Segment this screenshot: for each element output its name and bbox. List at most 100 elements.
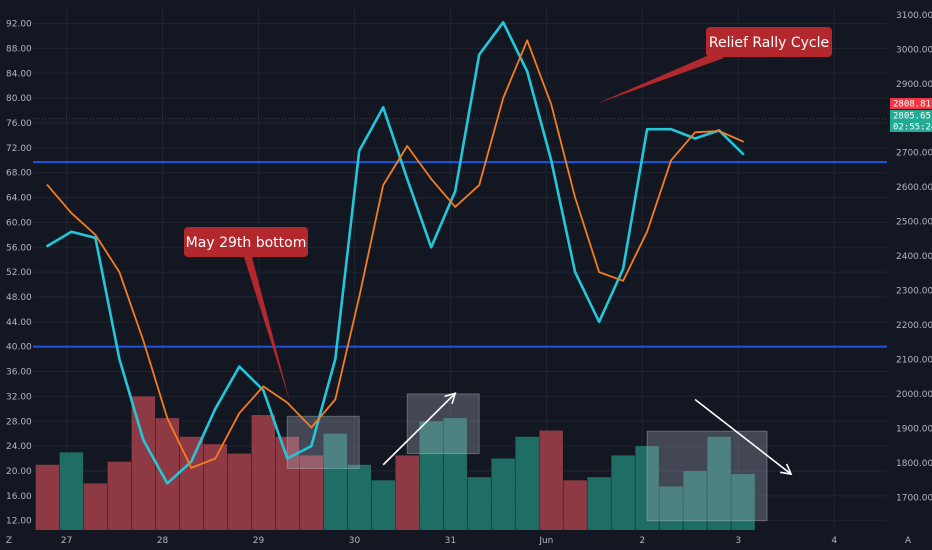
price-label-box bbox=[890, 110, 932, 121]
volume-bar bbox=[83, 483, 108, 530]
volume-bar bbox=[179, 436, 204, 530]
trend-arrow-shaft bbox=[382, 392, 456, 466]
right-tick-label: 2900.00 bbox=[896, 80, 932, 90]
volume-bar bbox=[155, 418, 180, 530]
right-tick-label: 2100.00 bbox=[896, 355, 932, 365]
volume-bar bbox=[563, 480, 587, 530]
corner-label-left: Z bbox=[6, 536, 12, 546]
left-tick-label: 88.00 bbox=[6, 44, 32, 54]
volume-bar bbox=[731, 474, 755, 530]
volume-bar bbox=[683, 470, 707, 530]
volume-bar bbox=[347, 464, 371, 530]
volume-bar bbox=[203, 444, 228, 530]
x-tick-label: 29 bbox=[253, 536, 265, 546]
left-tick-label: 64.00 bbox=[6, 194, 32, 204]
right-tick-label: 2400.00 bbox=[896, 252, 932, 262]
left-tick-label: 28.00 bbox=[6, 417, 32, 427]
callout-box bbox=[706, 27, 832, 57]
right-tick-label: 1700.00 bbox=[896, 493, 932, 503]
right-tick-label: 1900.00 bbox=[896, 424, 932, 434]
x-tick-label: 30 bbox=[349, 536, 361, 546]
left-tick-label: 60.00 bbox=[6, 218, 32, 228]
left-tick-label: 76.00 bbox=[6, 119, 32, 129]
left-tick-label: 56.00 bbox=[6, 243, 32, 253]
left-tick-label: 40.00 bbox=[6, 343, 32, 353]
volume-bar bbox=[635, 446, 659, 530]
left-tick-label: 32.00 bbox=[6, 392, 32, 402]
series-line bbox=[46, 21, 745, 485]
trend-arrow-shaft bbox=[694, 398, 792, 475]
price-label-text: 02:55:24 bbox=[893, 123, 932, 133]
callout-pointer bbox=[244, 257, 290, 402]
left-tick-label: 72.00 bbox=[6, 144, 32, 154]
callout-text: May 29th bottom bbox=[186, 235, 307, 251]
trend-arrows bbox=[382, 392, 793, 476]
volume-bar bbox=[107, 461, 132, 530]
volume-bar bbox=[659, 486, 683, 530]
highlight-box bbox=[286, 415, 360, 469]
volume-bar bbox=[491, 458, 515, 530]
x-tick-label: 2 bbox=[639, 536, 645, 546]
left-tick-label: 36.00 bbox=[6, 368, 32, 378]
volume-bar bbox=[371, 480, 395, 530]
highlight-boxes bbox=[286, 393, 768, 522]
volume-bar bbox=[515, 436, 539, 530]
price-label-box bbox=[890, 98, 932, 109]
trend-arrow-head bbox=[444, 392, 457, 405]
oscillator-lines bbox=[46, 21, 745, 485]
x-tick-label: 3 bbox=[735, 536, 741, 546]
volume-bar bbox=[275, 436, 300, 530]
x-tick-label: Jun bbox=[538, 536, 553, 546]
left-tick-label: 80.00 bbox=[6, 94, 32, 104]
left-tick-label: 20.00 bbox=[6, 467, 32, 477]
x-tick-label: 28 bbox=[157, 536, 169, 546]
price-label-text: 2805.65 bbox=[893, 112, 931, 122]
left-tick-label: 84.00 bbox=[6, 69, 32, 79]
right-tick-label: 2700.00 bbox=[896, 149, 932, 159]
left-tick-label: 12.00 bbox=[6, 517, 32, 527]
right-tick-label: 3100.00 bbox=[896, 11, 932, 21]
right-tick-label: 2300.00 bbox=[896, 287, 932, 297]
volume-bar bbox=[227, 453, 252, 530]
left-tick-label: 44.00 bbox=[6, 318, 32, 328]
left-y-axis: 12.00 16.00 20.00 24.00 28.00 32.00 36.00 40.00… bbox=[6, 20, 32, 527]
price-label-text: 2808.81 bbox=[893, 100, 931, 110]
x-tick-label: 27 bbox=[61, 536, 72, 546]
volume-bar bbox=[443, 418, 467, 530]
left-tick-label: 24.00 bbox=[6, 442, 32, 452]
volume-bar bbox=[707, 436, 731, 530]
volume-bar bbox=[299, 455, 324, 530]
x-tick-label: 31 bbox=[445, 536, 456, 546]
right-tick-label: 2000.00 bbox=[896, 390, 932, 400]
volume-bar bbox=[539, 430, 563, 530]
left-tick-label: 48.00 bbox=[6, 293, 32, 303]
volume-bar bbox=[587, 477, 611, 530]
left-tick-label: 52.00 bbox=[6, 268, 32, 278]
right-tick-label: 2600.00 bbox=[896, 183, 932, 193]
volume-bar bbox=[395, 455, 419, 530]
volume-bar bbox=[131, 396, 156, 530]
right-tick-label: 3000.00 bbox=[896, 45, 932, 55]
volume-bar bbox=[419, 421, 443, 530]
right-y-axis: 1700.00 1800.00 1900.00 2000.00 2100.00 2200.… bbox=[896, 11, 932, 503]
series-line bbox=[46, 39, 744, 469]
callout-text: Relief Rally Cycle bbox=[709, 35, 829, 51]
callout-pointer bbox=[596, 52, 724, 104]
callouts: May 29th bottom Relief Rally Cycle bbox=[184, 27, 832, 402]
volume-bar bbox=[251, 415, 276, 530]
volume-bars bbox=[35, 396, 755, 530]
volume-bar bbox=[467, 477, 491, 530]
volume-bar bbox=[323, 433, 348, 530]
x-tick-label: 4 bbox=[831, 536, 837, 546]
right-tick-label: 2200.00 bbox=[896, 321, 932, 331]
corner-label-right: A bbox=[905, 536, 912, 546]
volume-bar bbox=[611, 455, 635, 530]
x-axis: 27 28 29 30 31 Jun 2 3 4 bbox=[61, 536, 837, 546]
left-tick-label: 16.00 bbox=[6, 492, 32, 502]
right-tick-label: 1800.00 bbox=[896, 459, 932, 469]
volume-bar bbox=[35, 464, 60, 530]
price-label-box bbox=[890, 121, 932, 132]
